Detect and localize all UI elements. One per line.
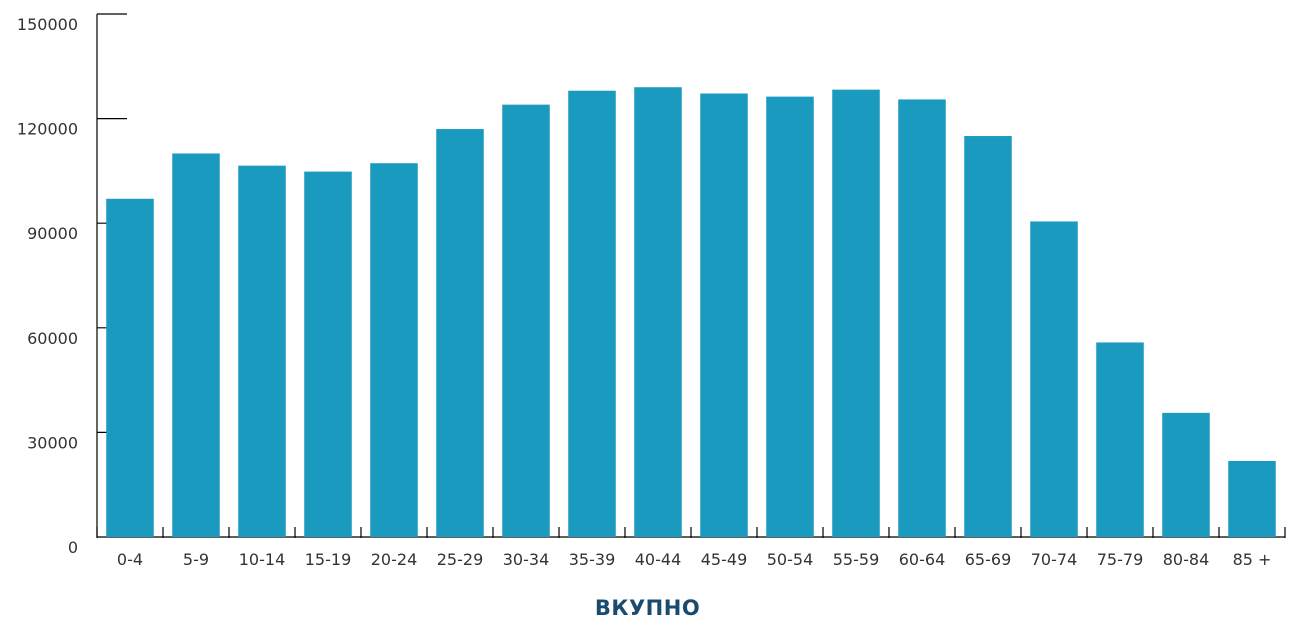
bar <box>832 89 880 537</box>
x-tick-label: 35-39 <box>569 550 616 569</box>
x-tick-label: 5-9 <box>183 550 209 569</box>
bar <box>700 93 748 537</box>
bar <box>1030 221 1078 537</box>
y-tick-label: 120000 <box>17 120 78 139</box>
bar <box>1162 412 1210 537</box>
bar <box>106 198 154 537</box>
bar <box>568 90 616 537</box>
x-tick-label: 30-34 <box>503 550 550 569</box>
x-tick-label: 60-64 <box>899 550 946 569</box>
y-tick-label: 0 <box>68 538 78 557</box>
bar <box>238 165 286 538</box>
bar <box>172 153 220 537</box>
bar <box>436 129 484 537</box>
bar <box>634 87 682 537</box>
x-tick-label: 40-44 <box>635 550 682 569</box>
x-tick-label: 55-59 <box>833 550 880 569</box>
x-tick-label: 80-84 <box>1163 550 1210 569</box>
y-tick-label: 150000 <box>17 15 78 34</box>
bar <box>964 136 1012 538</box>
x-tick-label: 85 + <box>1233 550 1272 569</box>
bar <box>1096 342 1144 537</box>
bar <box>1228 460 1276 537</box>
bar <box>304 171 352 537</box>
x-tick-label: 0-4 <box>117 550 143 569</box>
x-tick-label: 45-49 <box>701 550 748 569</box>
x-tick-label: 65-69 <box>965 550 1012 569</box>
y-tick-label: 60000 <box>27 329 78 348</box>
chart-axes <box>96 13 1286 538</box>
x-tick-label: 15-19 <box>305 550 352 569</box>
x-tick-label: 10-14 <box>239 550 286 569</box>
y-tick-label: 30000 <box>27 433 78 452</box>
y-tick-label: 90000 <box>27 224 78 243</box>
x-tick-label: 25-29 <box>437 550 484 569</box>
labels-group: 0 30000 60000 90000 120000 150000 0-4 5-9 10-14 1… <box>17 15 1272 569</box>
x-tick-label: 20-24 <box>371 550 418 569</box>
bar <box>898 99 946 537</box>
x-axis-label: ВКУПНО <box>594 596 701 620</box>
bar <box>370 163 418 537</box>
bar-chart: 0 30000 60000 90000 120000 150000 0-4 5-9 10-14 1… <box>17 13 1286 569</box>
x-tick-label: 70-74 <box>1031 550 1078 569</box>
bar <box>502 104 550 538</box>
bars-group <box>106 87 1276 538</box>
bar <box>766 96 814 537</box>
x-tick-label: 75-79 <box>1097 550 1144 569</box>
x-tick-label: 50-54 <box>767 550 814 569</box>
